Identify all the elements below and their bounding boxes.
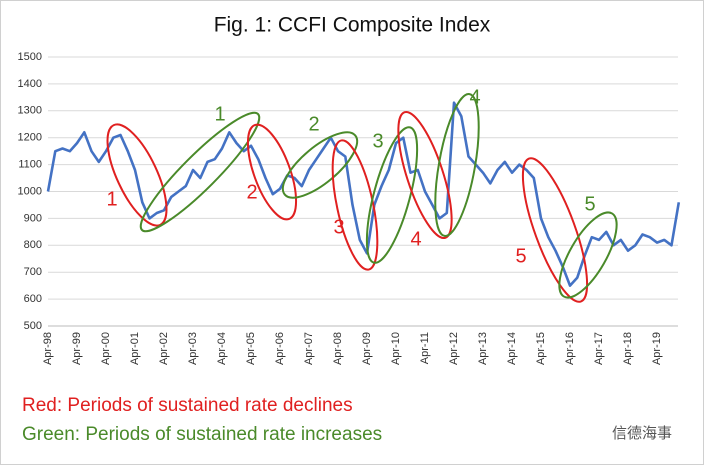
highlight-ellipse (397, 110, 453, 240)
highlight-ellipse (521, 157, 589, 303)
highlight-ellipse (246, 123, 298, 221)
y-tick-label: 500 (24, 320, 42, 332)
highlight-ellipse (558, 211, 618, 299)
x-tick-label: Apr-99 (71, 332, 83, 365)
annotation-label: 2 (308, 113, 319, 135)
annotation-label: 3 (372, 130, 383, 152)
highlight-ellipse (434, 93, 480, 237)
x-tick-label: Apr-02 (158, 332, 170, 365)
x-tick-label: Apr-07 (303, 332, 315, 365)
y-tick-label: 700 (24, 266, 42, 278)
highlight-ellipse (365, 126, 419, 264)
chart-title: Fig. 1: CCFI Composite Index (214, 14, 491, 37)
note: Red: Periods of sustained rate declines (22, 395, 353, 416)
x-tick-label: Apr-10 (390, 332, 402, 365)
y-tick-label: 1500 (18, 51, 42, 63)
annotation-label: 5 (515, 245, 526, 267)
x-tick-label: Apr-01 (129, 332, 141, 365)
x-tick-label: Apr-18 (622, 332, 634, 365)
data-line (46, 101, 681, 287)
x-tick-label: Apr-03 (187, 332, 199, 365)
note: Green: Periods of sustained rate increas… (22, 424, 382, 445)
watermark: 信德海事 (612, 424, 672, 442)
x-tick-label: Apr-12 (448, 332, 460, 365)
x-tick-label: Apr-19 (651, 332, 663, 365)
x-tick-label: Apr-15 (535, 332, 547, 365)
y-tick-label: 900 (24, 212, 42, 224)
x-tick-label: Apr-11 (419, 332, 431, 364)
x-tick-label: Apr-17 (593, 332, 605, 365)
y-tick-label: 1400 (18, 78, 42, 90)
annotation-label: 4 (410, 228, 421, 250)
annotation-label: 4 (469, 86, 480, 108)
annotation-label: 1 (214, 103, 225, 125)
highlight-ellipse (281, 131, 359, 199)
x-tick-label: Apr-09 (361, 332, 373, 365)
y-tick-label: 1000 (18, 185, 42, 197)
x-tick-label: Apr-98 (42, 332, 54, 365)
annotation-label: 5 (584, 193, 595, 215)
annotation-label: 2 (246, 181, 257, 203)
y-tick-label: 800 (24, 239, 42, 251)
annotation-label: 1 (106, 188, 117, 210)
x-tick-label: Apr-14 (506, 332, 518, 365)
highlight-ellipse (139, 111, 261, 233)
x-tick-label: Apr-00 (100, 332, 112, 365)
x-tick-label: Apr-06 (274, 332, 286, 365)
y-tick-label: 1200 (18, 132, 42, 144)
x-tick-label: Apr-08 (332, 332, 344, 365)
y-tick-label: 1300 (18, 105, 42, 117)
x-tick-label: Apr-16 (564, 332, 576, 365)
y-tick-label: 1100 (18, 159, 42, 171)
x-tick-label: Apr-05 (245, 332, 257, 365)
x-tick-label: Apr-04 (216, 332, 228, 365)
x-tick-label: Apr-13 (477, 332, 489, 365)
annotation-label: 3 (333, 216, 344, 238)
y-tick-label: 600 (24, 293, 42, 305)
